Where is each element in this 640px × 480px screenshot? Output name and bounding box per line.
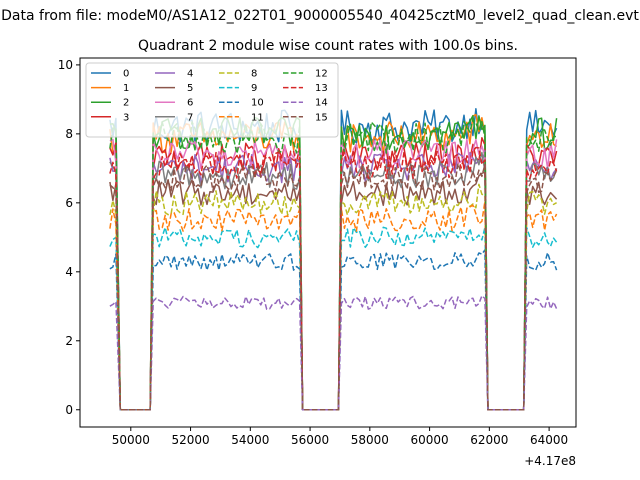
y-tick-label: 0 bbox=[65, 403, 73, 417]
series-line-5 bbox=[109, 171, 558, 411]
x-tick-label: 56000 bbox=[291, 433, 329, 447]
chart-title: Quadrant 2 module wise count rates with … bbox=[138, 38, 518, 54]
x-tick-label: 54000 bbox=[231, 433, 269, 447]
legend-label-0: 0 bbox=[123, 69, 129, 80]
series-line-11 bbox=[109, 200, 558, 411]
x-tick-label: 52000 bbox=[171, 433, 209, 447]
x-tick-label: 60000 bbox=[410, 433, 448, 447]
y-tick-label: 8 bbox=[65, 127, 73, 141]
series-line-3 bbox=[109, 137, 558, 411]
legend-label-1: 1 bbox=[123, 83, 129, 94]
y-tick-label: 6 bbox=[65, 196, 73, 210]
legend-label-14: 14 bbox=[315, 98, 328, 109]
y-tick-label: 2 bbox=[65, 334, 73, 348]
legend-label-10: 10 bbox=[251, 98, 264, 109]
series-line-6 bbox=[109, 138, 558, 411]
legend-label-9: 9 bbox=[251, 83, 257, 94]
series-line-15 bbox=[109, 162, 558, 411]
x-tick-label: 58000 bbox=[351, 433, 389, 447]
axes-frame bbox=[79, 57, 577, 428]
figure-suptitle: Data from file: modeM0/AS1A12_022T01_900… bbox=[1, 8, 639, 24]
series-line-2 bbox=[109, 114, 558, 411]
series-line-13 bbox=[109, 146, 558, 411]
y-tick-label: 4 bbox=[65, 265, 73, 279]
legend-label-13: 13 bbox=[315, 83, 328, 94]
series-line-14 bbox=[109, 295, 558, 411]
series-line-10 bbox=[109, 249, 558, 411]
series-line-8 bbox=[109, 183, 557, 411]
legend-label-11: 11 bbox=[251, 112, 264, 123]
series-line-12 bbox=[109, 118, 557, 411]
y-tick-label: 10 bbox=[58, 58, 73, 72]
x-tick-label: 50000 bbox=[112, 433, 150, 447]
x-tick-label: 62000 bbox=[470, 433, 508, 447]
legend-label-2: 2 bbox=[123, 98, 129, 109]
x-axis-offset-label: +4.17e8 bbox=[524, 454, 576, 468]
legend-label-8: 8 bbox=[251, 69, 257, 80]
series-line-0 bbox=[109, 108, 558, 411]
series-line-7 bbox=[109, 151, 558, 411]
x-tick-label: 64000 bbox=[530, 433, 568, 447]
series-line-9 bbox=[109, 226, 558, 411]
legend-label-6: 6 bbox=[187, 98, 193, 109]
y-axis: 0 2 4 6 8 10 bbox=[58, 58, 80, 417]
legend-label-3: 3 bbox=[123, 112, 129, 123]
x-axis: 50000 52000 54000 56000 58000 60000 62000 64000 bbox=[112, 427, 568, 447]
legend-label-7: 7 bbox=[187, 112, 193, 123]
series-line-4 bbox=[109, 150, 558, 411]
legend-frame bbox=[85, 62, 339, 138]
legend-label-15: 15 bbox=[315, 112, 328, 123]
legend-label-12: 12 bbox=[315, 69, 328, 80]
legend-label-4: 4 bbox=[187, 69, 193, 80]
legend-label-5: 5 bbox=[187, 83, 193, 94]
plot-lines bbox=[109, 108, 558, 411]
